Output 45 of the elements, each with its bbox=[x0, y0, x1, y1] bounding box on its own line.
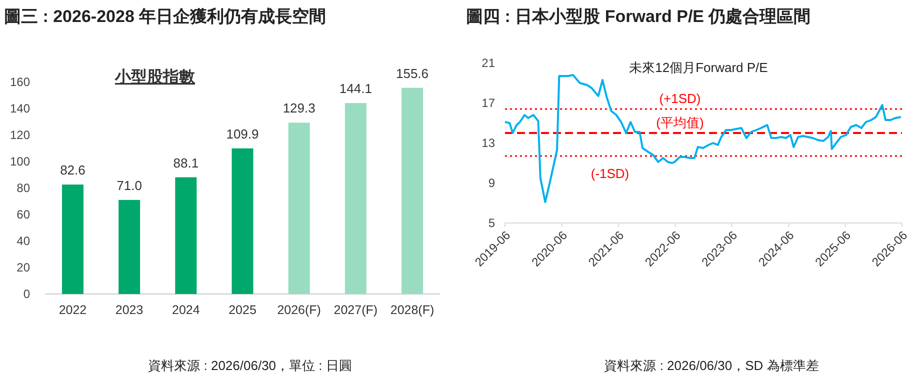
x-tick-label: 2022 bbox=[58, 303, 87, 317]
data-label: 144.1 bbox=[339, 81, 372, 96]
y-tick-label: 9 bbox=[488, 176, 496, 190]
ref-line-label: (-1SD) bbox=[590, 166, 630, 181]
chart-subtitle: 小型股指數 bbox=[114, 68, 196, 86]
chart-title: 圖三 : 2026-2028 年日企獲利仍有成長空間 bbox=[4, 7, 326, 26]
data-label: 88.1 bbox=[173, 155, 199, 170]
chart-subtitle: 未來12個月Forward P/E bbox=[629, 60, 768, 75]
y-tick-label: 21 bbox=[482, 56, 496, 70]
data-label: 155.6 bbox=[396, 66, 429, 81]
x-tick-label: 2024 bbox=[172, 303, 200, 317]
x-tick-label: 2028(F) bbox=[390, 303, 434, 317]
data-label: 129.3 bbox=[282, 100, 316, 116]
bar bbox=[344, 103, 366, 294]
source-note: 資料來源 : 2026/06/30，SD 為標準差 bbox=[604, 358, 819, 373]
y-tick-label: 17 bbox=[482, 96, 496, 110]
y-tick-label: 40 bbox=[16, 234, 30, 248]
source-note: 資料來源 : 2026/06/30，單位 : 日圓 bbox=[148, 358, 352, 373]
data-label: 71.0 bbox=[116, 178, 142, 193]
bar bbox=[118, 200, 140, 294]
y-tick-label: 20 bbox=[16, 260, 30, 275]
data-label: 82.6 bbox=[60, 162, 86, 178]
y-tick-label: 120 bbox=[10, 128, 30, 142]
y-tick-label: 160 bbox=[10, 75, 30, 90]
ref-line-label: (+1SD) bbox=[659, 91, 701, 106]
y-tick-label: 140 bbox=[10, 102, 30, 116]
x-tick-label: 2026(F) bbox=[277, 303, 321, 317]
chart-title: 圖四 : 日本小型股 Forward P/E 仍處合理區間 bbox=[466, 7, 811, 26]
bar bbox=[62, 184, 84, 294]
bar bbox=[402, 88, 424, 294]
y-tick-label: 0 bbox=[23, 287, 30, 302]
x-tick-label: 2023 bbox=[115, 303, 144, 317]
x-tick-label: 2025 bbox=[228, 303, 256, 317]
line-series bbox=[504, 74, 902, 203]
y-tick-label: 5 bbox=[488, 216, 496, 230]
bar bbox=[232, 148, 254, 294]
y-tick-label: 100 bbox=[10, 154, 30, 169]
x-tick-label: 2027(F) bbox=[334, 303, 378, 317]
bar bbox=[175, 177, 197, 294]
y-tick-label: 13 bbox=[482, 136, 496, 150]
ref-line-label: (平均值) bbox=[656, 115, 704, 130]
data-label: 109.9 bbox=[226, 126, 259, 142]
y-tick-label: 80 bbox=[16, 181, 30, 196]
y-tick-label: 60 bbox=[16, 208, 30, 222]
bar bbox=[288, 122, 310, 294]
